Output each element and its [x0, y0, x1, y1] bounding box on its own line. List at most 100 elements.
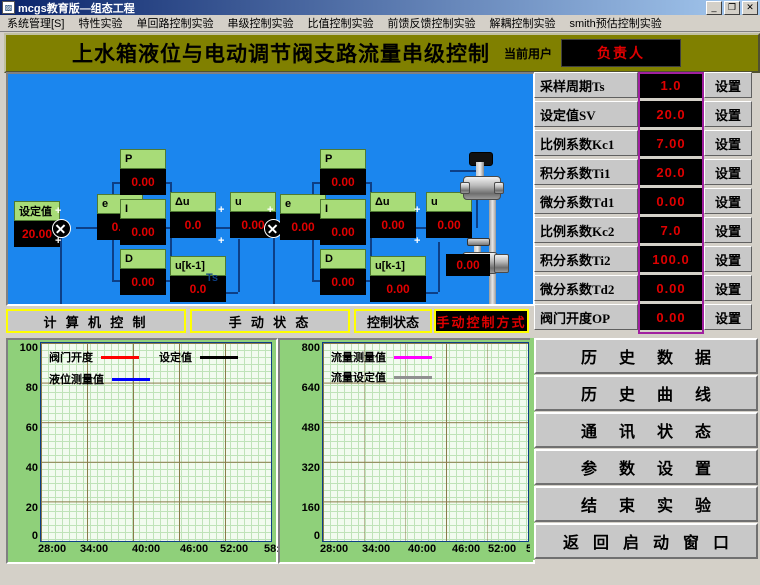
y-tick: 800 [301, 342, 320, 354]
wire [414, 227, 426, 229]
control-diagram: 设定值 20.00 + + e 0.0 P 0.00 I 0.00 D 0.00… [6, 72, 535, 306]
param-set-button[interactable]: 设置 [704, 246, 752, 272]
page-title: 上水箱液位与电动调节阀支路流量串级控制 [72, 42, 490, 66]
legend-swatch-flow-setpoint [394, 375, 432, 379]
legend-entry-flow-measured: 流量测量值 [331, 349, 432, 365]
delta-u-value-1: 0.0 [170, 212, 216, 238]
param-value-box: 20.0 [638, 101, 704, 127]
menu-item-smith[interactable]: smith预估控制实验 [569, 18, 662, 30]
menu-item-system[interactable]: 系统管理[S] [7, 18, 65, 30]
param-value-box: 7.0 [638, 217, 704, 243]
wire [76, 227, 98, 229]
menu-item-decoupling[interactable]: 解耦控制实验 [489, 18, 556, 30]
y-tick: 80 [25, 382, 38, 394]
transmitter-port-right-icon [494, 182, 504, 194]
history-curve-button[interactable]: 历 史 曲 线 [534, 375, 758, 411]
manual-state-button[interactable]: 手 动 状 态 [190, 309, 350, 333]
param-value-box: 100.0 [638, 246, 704, 272]
close-button[interactable]: ✕ [742, 1, 758, 15]
status-bar: 计 算 机 控 制 手 动 状 态 控制状态 手动控制方式 [6, 308, 531, 334]
param-label: 设定值SV [534, 101, 638, 127]
uk1-value-1: 0.0 [170, 276, 226, 302]
level-chart: 100 80 60 40 20 0 阀门开度 设定值 液位测量值 28:00 3… [6, 338, 292, 564]
x-tick: 52:00 [488, 543, 517, 555]
menu-item-characteristic[interactable]: 特性实验 [78, 18, 123, 30]
control-state-label: 控制状态 [354, 309, 432, 333]
communication-status-button[interactable]: 通 讯 状 态 [534, 412, 758, 448]
wire [273, 227, 275, 304]
i-block-1: I 0.00 [120, 199, 166, 245]
plus-sign: + [267, 204, 274, 216]
menu-item-ratio[interactable]: 比值控制实验 [307, 18, 374, 30]
legend-label: 设定值 [159, 352, 192, 364]
i-caption-2: I [320, 199, 366, 219]
param-set-button[interactable]: 设置 [704, 72, 752, 98]
param-row-sv: 设定值SV 20.0 设置 [534, 101, 752, 127]
x-tick: 46:00 [452, 543, 481, 555]
wire [450, 170, 478, 172]
restore-button[interactable]: ❐ [724, 1, 740, 15]
flow-chart: 800 640 480 320 160 0 流量测量值 流量设定值 28:00 … [278, 338, 554, 564]
flow-plot-area: 流量测量值 流量设定值 [322, 342, 529, 542]
y-tick: 320 [301, 462, 320, 474]
legend-label: 流量测量值 [331, 352, 386, 364]
setpoint-caption: 设定值 [14, 201, 60, 221]
level-plot-area: 阀门开度 设定值 液位测量值 [40, 342, 272, 542]
p-block-2: P 0.00 [320, 149, 366, 195]
menu-item-cascade[interactable]: 串级控制实验 [227, 18, 294, 30]
parameter-panel: 采样周期Ts 1.0 设置 设定值SV 20.0 设置 比例系数Kc1 7.00… [534, 72, 758, 334]
valve-actuator-icon [494, 254, 509, 273]
x-tick: 34:00 [362, 543, 391, 555]
parameter-settings-button[interactable]: 参 数 设 置 [534, 449, 758, 485]
legend-swatch-setpoint [200, 355, 238, 359]
param-value: 0.00 [656, 309, 686, 325]
param-value-box: 0.00 [638, 275, 704, 301]
plus-sign: + [414, 235, 421, 247]
navigation-buttons: 历 史 数 据 历 史 曲 线 通 讯 状 态 参 数 设 置 结 束 实 验 … [534, 338, 758, 560]
x-tick: 28:00 [38, 543, 67, 555]
param-set-button[interactable]: 设置 [704, 101, 752, 127]
d-value-1: 0.00 [120, 269, 166, 295]
uk1-caption-2: u[k-1] [370, 256, 426, 276]
param-set-button[interactable]: 设置 [704, 159, 752, 185]
history-data-button[interactable]: 历 史 数 据 [534, 338, 758, 374]
wire [60, 227, 62, 304]
end-experiment-button[interactable]: 结 束 实 验 [534, 486, 758, 522]
param-value: 0.00 [656, 280, 686, 296]
param-row-ti1: 积分系数Ti1 20.0 设置 [534, 159, 752, 185]
return-startup-window-button[interactable]: 返 回 启 动 窗 口 [534, 523, 758, 559]
param-set-button[interactable]: 设置 [704, 304, 752, 330]
window-controls: _ ❐ ✕ [706, 1, 758, 15]
major-gridlines [41, 343, 271, 541]
menu-item-feedforward[interactable]: 前馈反馈控制实验 [387, 18, 476, 30]
param-set-button[interactable]: 设置 [704, 130, 752, 156]
valve-handwheel-icon [467, 238, 490, 246]
legend-label: 阀门开度 [49, 352, 93, 364]
wire [273, 305, 418, 306]
param-value: 7.00 [656, 135, 686, 151]
param-row-ts: 采样周期Ts 1.0 设置 [534, 72, 752, 98]
plus-sign: + [55, 235, 62, 247]
computer-control-button[interactable]: 计 算 机 控 制 [6, 309, 186, 333]
legend-label: 液位测量值 [49, 374, 104, 386]
param-row-kc2: 比例系数Kc2 7.0 设置 [534, 217, 752, 243]
mcgs-app-icon: ▨ [2, 1, 15, 14]
param-value: 0.00 [656, 193, 686, 209]
param-set-button[interactable]: 设置 [704, 217, 752, 243]
y-tick: 160 [301, 502, 320, 514]
current-user-display: 负责人 [561, 39, 682, 67]
y-tick: 480 [301, 422, 320, 434]
menu-item-single-loop[interactable]: 单回路控制实验 [136, 18, 214, 30]
param-set-button[interactable]: 设置 [704, 188, 752, 214]
param-label: 比例系数Kc2 [534, 217, 638, 243]
legend-entry-valve: 阀门开度 [49, 349, 139, 365]
minimize-button[interactable]: _ [706, 1, 722, 15]
i-caption-1: I [120, 199, 166, 219]
param-set-button[interactable]: 设置 [704, 275, 752, 301]
y-tick: 640 [301, 382, 320, 394]
